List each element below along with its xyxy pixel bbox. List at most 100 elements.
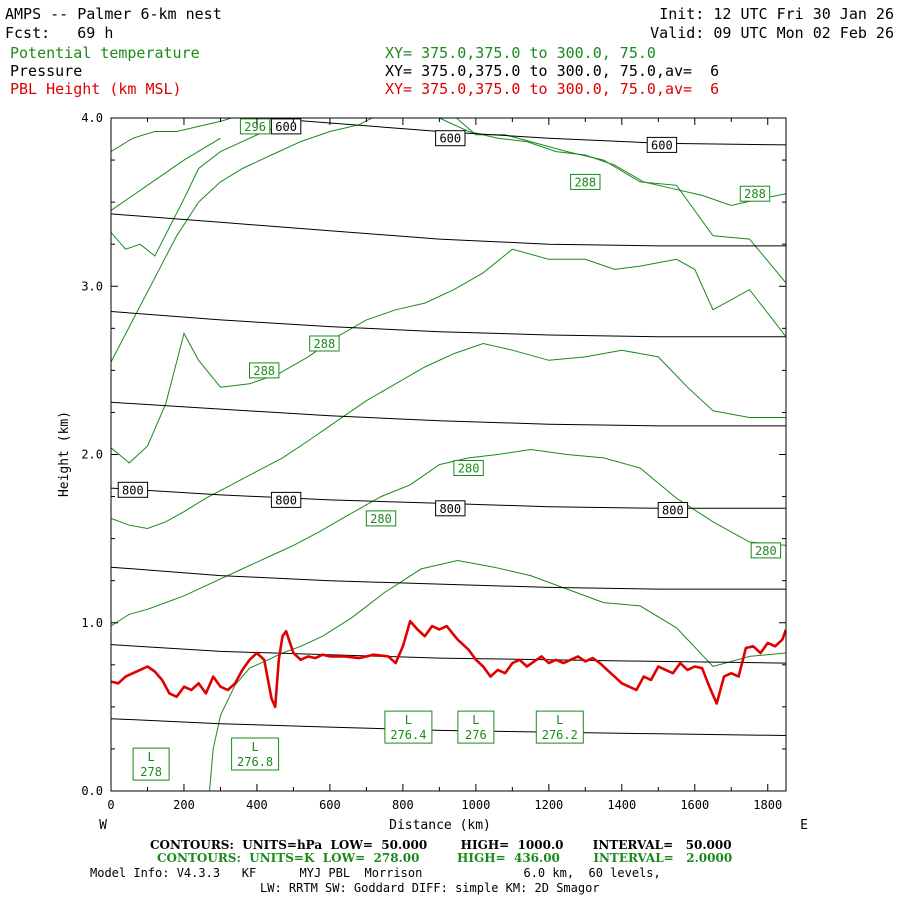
low-label-value: 278 (140, 765, 162, 779)
pressure-contour-line (111, 718, 786, 736)
pressure-label-text: 600 (651, 138, 673, 152)
field-pressure-label: Pressure (10, 62, 83, 80)
pressure-label-text: 800 (275, 493, 297, 507)
low-label-letter: L (556, 713, 563, 727)
theta-label-text: 296 (244, 120, 266, 134)
theta-label-text: 280 (755, 544, 777, 558)
low-label-value: 276.8 (237, 755, 273, 769)
pressure-label-box (270, 118, 302, 135)
plot-frame (110, 117, 787, 792)
x-tick-label: 400 (246, 798, 268, 812)
theta-contour-line (209, 559, 786, 791)
init-time: Init: 12 UTC Fri 30 Jan 26 (659, 5, 894, 23)
theta-label: 296 (239, 118, 271, 135)
pressure-contours (111, 118, 786, 736)
low-label-letter: L (405, 713, 412, 727)
pressure-label-box (435, 500, 466, 517)
y-tick-label: 2.0 (81, 448, 103, 462)
pressure-contour-line (111, 566, 786, 590)
low-label-letter: L (472, 713, 479, 727)
theta-label: 280 (365, 510, 397, 527)
pressure-label-box (657, 502, 689, 518)
east-label: E (800, 818, 808, 833)
pbl-height-curve (111, 619, 786, 709)
footer-theta-contours: CONTOURS: UNITS=K LOW= 278.00 HIGH= 436.… (157, 851, 733, 865)
theta-label: 288 (570, 173, 601, 190)
pressure-contour-line (111, 213, 786, 247)
theta-label: 280 (453, 460, 484, 476)
pressure-label: 800 (117, 481, 149, 498)
y-tick-label: 0.0 (81, 784, 103, 798)
footer-physics-info: LW: RRTM SW: Goddard DIFF: simple KM: 2D… (260, 881, 600, 895)
x-tick-label: 1200 (534, 798, 563, 812)
theta-contour-line (111, 248, 786, 464)
theta-label-text: 288 (744, 187, 766, 201)
low-label-box (457, 710, 495, 744)
theta-label-box (249, 362, 280, 379)
x-tick-label: 0 (107, 798, 114, 812)
pressure-label: 800 (270, 491, 302, 508)
theta-contours (111, 118, 786, 791)
low-label-letter: L (147, 750, 154, 764)
y-tick-label: 1.0 (81, 616, 103, 630)
low-label-box (231, 737, 280, 771)
theta-contour-line (111, 342, 786, 530)
pressure-label: 800 (435, 500, 466, 517)
theta-contour-line (111, 137, 221, 211)
valid-time: Valid: 09 UTC Mon 02 Feb 26 (650, 24, 894, 42)
theta-label-box (365, 510, 397, 527)
field-theta-label: Potential temperature (10, 44, 200, 62)
theta-label-box (750, 542, 782, 559)
field-pbl-label: PBL Height (km MSL) (10, 80, 182, 98)
footer-model-info: Model Info: V4.3.3 KF MYJ PBL Morrison 6… (90, 866, 661, 880)
x-tick-label: 200 (173, 798, 195, 812)
theta-label-text: 280 (370, 512, 392, 526)
xsection-pbl: XY= 375.0,375.0 to 300.0, 75.0,av= 6 (385, 80, 720, 98)
pressure-label: 600 (646, 136, 678, 153)
contour-labels: 600 600 600 800 800 800 800 296 288 288 288 288 280 2… (117, 118, 782, 781)
theta-label: 280 (750, 542, 782, 559)
theta-label-text: 280 (458, 462, 480, 476)
pbl-height-line (111, 619, 786, 709)
theta-label: 288 (249, 362, 280, 379)
axes: 0 200 400 600 800 1000 1200 1400 1600 1800 0.0 1.0 2… (81, 111, 786, 812)
pressure-label-text: 600 (275, 120, 297, 134)
y-tick-label: 3.0 (81, 279, 103, 293)
theta-label-box (570, 173, 601, 190)
theta-label-box (453, 460, 484, 476)
pressure-label-box (646, 136, 678, 153)
xsection-theta: XY= 375.0,375.0 to 300.0, 75.0 (385, 44, 656, 62)
y-axis-label: Height (km) (57, 411, 72, 497)
west-label: W (99, 818, 107, 833)
theta-contour-line (111, 448, 786, 627)
pressure-label-text: 600 (439, 132, 461, 146)
low-label-box (132, 747, 170, 781)
footer-pressure-contours: CONTOURS: UNITS=hPa LOW= 50.000 HIGH= 10… (150, 838, 732, 852)
theta-label-box (739, 185, 771, 202)
pressure-contour-line (111, 401, 786, 427)
pressure-label: 600 (270, 118, 302, 135)
theta-label-text: 288 (253, 364, 275, 378)
pressure-label-text: 800 (439, 502, 461, 516)
low-label-value: 276.2 (542, 728, 578, 742)
low-label-letter: L (251, 740, 258, 754)
low-label-value: 276.4 (390, 728, 426, 742)
low-label-box (535, 710, 584, 744)
theta-contour-line (111, 118, 234, 153)
xsection-pressure: XY= 375.0,375.0 to 300.0, 75.0,av= 6 (385, 62, 720, 80)
x-tick-label: 1800 (753, 798, 782, 812)
pressure-contour-line (111, 644, 786, 664)
x-tick-label: 600 (319, 798, 341, 812)
pressure-label-box (117, 481, 149, 498)
theta-label-text: 288 (574, 175, 596, 189)
theta-label-text: 288 (314, 337, 336, 351)
chart-title: AMPS -- Palmer 6-km nest (5, 5, 222, 23)
pressure-label: 800 (657, 502, 689, 518)
theta-label-box (309, 335, 340, 352)
pressure-label-text: 800 (662, 504, 684, 518)
pressure-label-text: 800 (122, 483, 144, 497)
